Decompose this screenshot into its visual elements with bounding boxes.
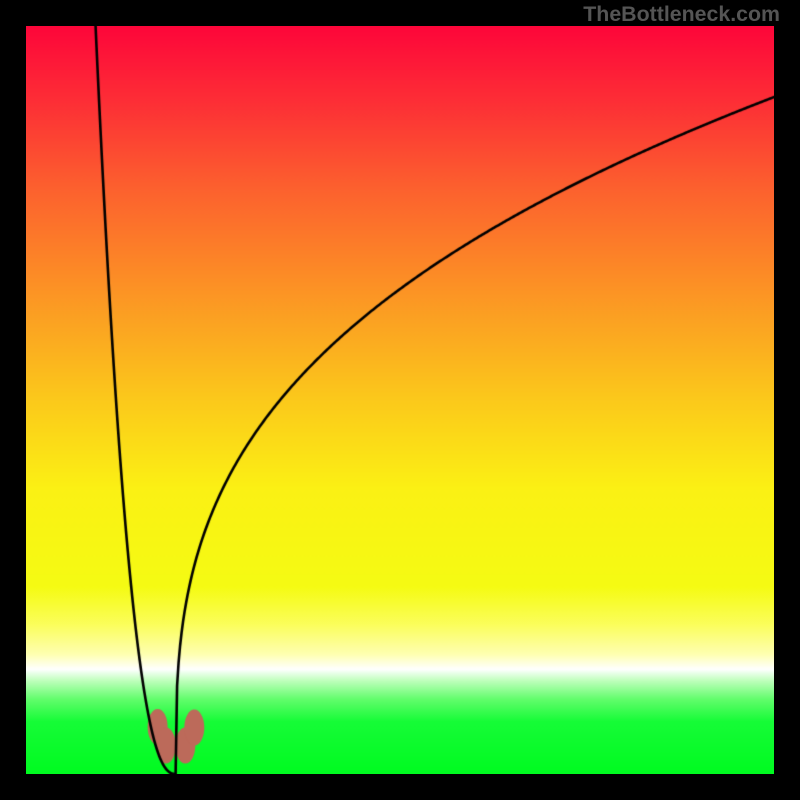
watermark-text: TheBottleneck.com bbox=[583, 2, 780, 27]
plot-area bbox=[26, 26, 774, 774]
plot-canvas bbox=[26, 26, 774, 774]
chart-stage: TheBottleneck.com bbox=[0, 0, 800, 800]
